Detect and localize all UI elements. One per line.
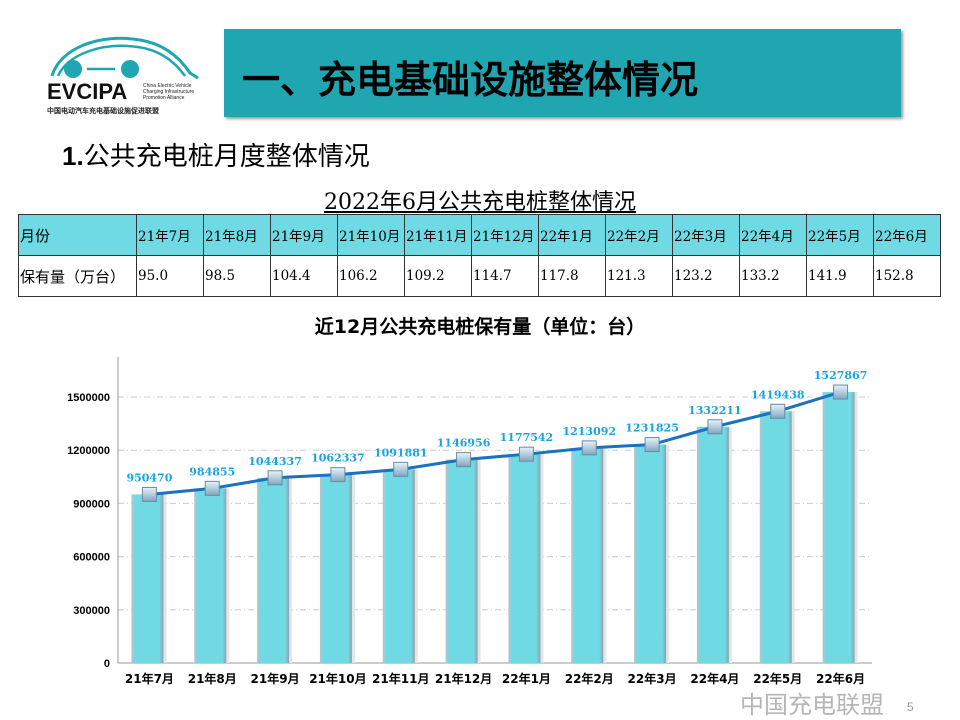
y-tick-label: 300000 (73, 605, 110, 617)
data-label: 1419438 (751, 388, 805, 401)
table-cell: 21年9月 (270, 214, 338, 256)
table-cell: 133.2 (739, 255, 807, 297)
data-point (833, 384, 849, 400)
table-title: 2022年6月公共充电桩整体情况 (324, 190, 636, 215)
table-cell: 保有量（万台） (18, 255, 137, 297)
section-number: 1. (62, 141, 84, 171)
x-tick-label: 21年7月 (125, 671, 174, 686)
table-cell: 123.2 (672, 255, 740, 297)
bar (634, 444, 667, 663)
table-cell: 22年6月 (873, 214, 941, 256)
x-tick-label: 21年12月 (435, 671, 492, 686)
summary-table: 月份 21年7月 21年8月 21年9月 21年10月 21年11月 21年12月 22年1月… (18, 214, 941, 297)
table-cell: 21年12月 (471, 214, 539, 256)
data-point (267, 470, 283, 486)
data-point (518, 446, 534, 462)
table-cell: 95.0 (136, 255, 204, 297)
table-cell: 22年4月 (739, 214, 807, 256)
bar (194, 488, 227, 663)
data-label: 984855 (189, 465, 235, 478)
table-cell: 22年5月 (806, 214, 874, 256)
data-label: 1146956 (437, 437, 491, 450)
table-cell: 21年7月 (136, 214, 204, 256)
x-tick-label: 22年5月 (753, 671, 802, 686)
x-tick-label: 21年10月 (309, 671, 366, 686)
chart: 0 300000 600000 900000 1200000 1500000 21年7月 21… (67, 357, 872, 686)
bar (571, 447, 604, 663)
data-point (644, 437, 660, 453)
table-cell: 月份 (18, 214, 137, 256)
x-tick-label: 21年9月 (251, 671, 300, 686)
table-cell: 21年8月 (203, 214, 271, 256)
y-tick-label: 600000 (73, 552, 110, 564)
bar (131, 494, 164, 663)
table-cell: 98.5 (203, 255, 271, 297)
title-banner: 一、充电基础设施整体情况 (224, 29, 901, 117)
table-cell: 109.2 (404, 255, 472, 297)
table-cell: 21年11月 (404, 214, 472, 256)
x-tick-label: 22年1月 (502, 671, 551, 686)
page-title: 一、充电基础设施整体情况 (242, 58, 699, 102)
table-cell: 121.3 (605, 255, 673, 297)
logo-subtitle-en: China Electric Vehicle Charging Infrastr… (143, 83, 195, 101)
data-point (581, 440, 597, 456)
table-cell: 114.7 (471, 255, 539, 297)
table-cell: 104.4 (270, 255, 338, 297)
page-number: 5 (907, 700, 914, 714)
watermark: 中国充电联盟 (740, 691, 884, 719)
bar (382, 469, 415, 663)
table-cell: 141.9 (806, 255, 874, 297)
data-label: 950470 (126, 471, 172, 484)
data-point (204, 480, 220, 496)
data-point (770, 403, 786, 419)
x-tick-label: 21年8月 (188, 671, 237, 686)
bar (759, 411, 792, 663)
y-tick-label: 1500000 (67, 392, 110, 404)
data-label: 1062337 (311, 452, 365, 465)
table-cell: 106.2 (337, 255, 405, 297)
table-cell: 21年10月 (337, 214, 405, 256)
data-point (707, 419, 723, 435)
car-plug-icon (50, 36, 199, 80)
x-tick-label: 22年6月 (816, 671, 865, 686)
data-label: 1044337 (248, 455, 302, 468)
logo-wordmark: EVCIPA (47, 79, 128, 104)
y-tick-label: 900000 (73, 498, 110, 510)
table-cell: 152.8 (873, 255, 941, 297)
data-point (456, 452, 472, 468)
bar (696, 426, 729, 663)
section-title-text: 公共充电桩月度整体情况 (83, 142, 370, 172)
data-label: 1332211 (688, 404, 742, 417)
table-cell: 22年2月 (605, 214, 673, 256)
y-tick-label: 1200000 (67, 445, 110, 457)
table-row: 保有量（万台） 95.0 98.5 104.4 106.2 109.2 114.7 117.8… (18, 255, 941, 297)
x-tick-label: 22年4月 (690, 671, 739, 686)
bar (822, 392, 855, 663)
chart-title: 近12月公共充电桩保有量（单位：台） (314, 316, 646, 338)
logo-subtitle-cn: 中国电动汽车充电基础设施促进联盟 (47, 107, 159, 115)
data-label: 1177542 (500, 431, 554, 444)
bar (257, 477, 290, 663)
section-title: 1.公共充电桩月度整体情况 (62, 136, 370, 173)
table-cell: 22年3月 (672, 214, 740, 256)
bar (319, 474, 352, 663)
bar (508, 454, 541, 663)
x-tick-label: 21年11月 (372, 671, 429, 686)
x-tick-label: 22年2月 (565, 671, 614, 686)
data-point (393, 461, 409, 477)
bar (445, 459, 478, 663)
data-point (141, 486, 157, 502)
table-cell: 22年1月 (538, 214, 606, 256)
data-label: 1231825 (625, 422, 679, 435)
data-label: 1527867 (814, 369, 868, 382)
table-cell: 117.8 (538, 255, 606, 297)
table-row: 月份 21年7月 21年8月 21年9月 21年10月 21年11月 21年12月 22年1月… (18, 214, 941, 256)
x-tick-label: 22年3月 (628, 671, 677, 686)
series-line (149, 390, 842, 496)
data-point (330, 467, 346, 483)
y-tick-label: 0 (104, 658, 110, 670)
data-label: 1091881 (374, 446, 428, 459)
data-label: 1213092 (562, 425, 616, 438)
